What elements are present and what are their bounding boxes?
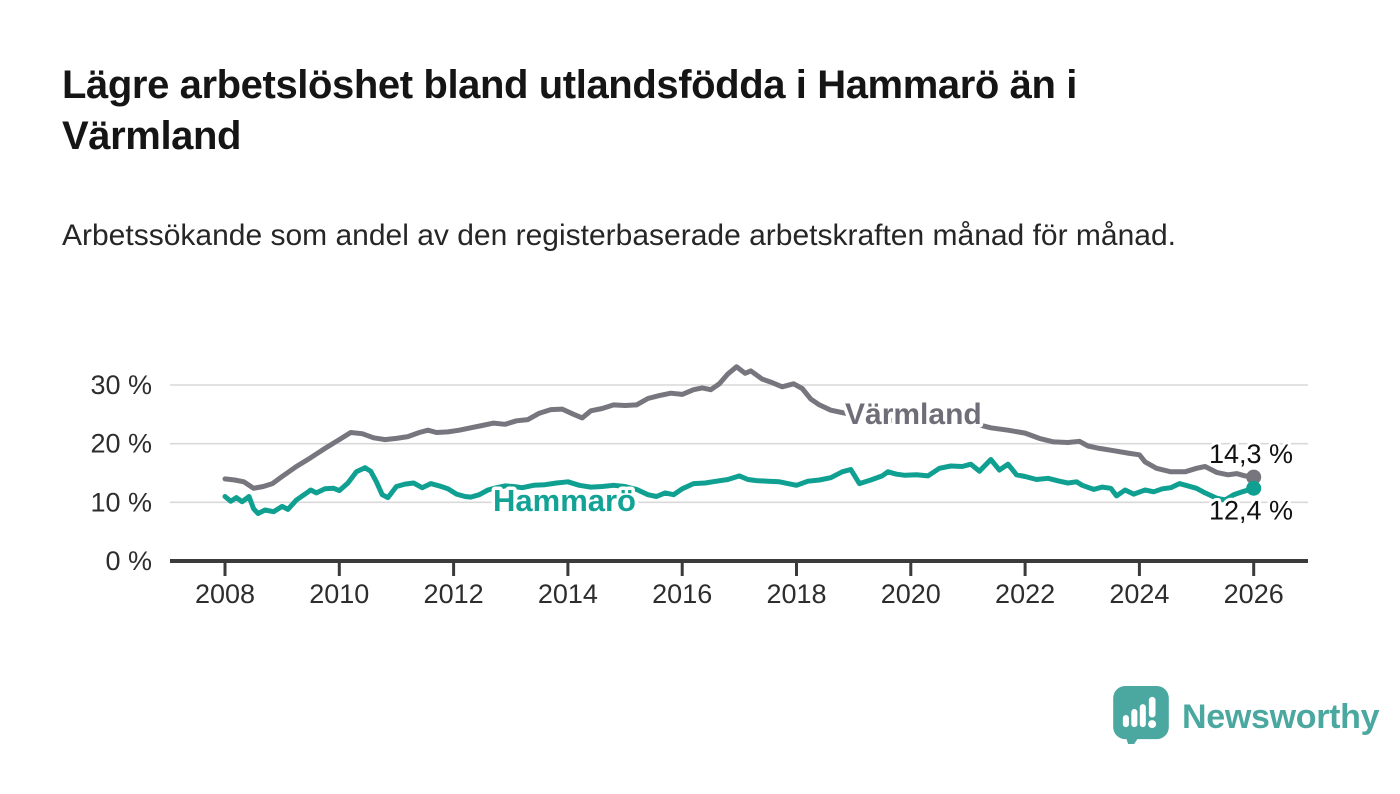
x-axis-tick-label: 2016 xyxy=(652,579,712,609)
page-title: Lägre arbetslöshet bland utlandsfödda i … xyxy=(62,63,1077,158)
bar-medium-icon xyxy=(1131,708,1138,728)
exclamation-bar-icon xyxy=(1148,696,1156,718)
y-axis-tick-label: 30 % xyxy=(90,370,152,400)
x-axis-tick-label: 2012 xyxy=(424,579,484,609)
bar-large-icon xyxy=(1139,704,1146,728)
x-axis-tick-label: 2022 xyxy=(995,579,1055,609)
x-axis-tick-label: 2008 xyxy=(195,579,255,609)
end-value-label-hammaro: 12,4 % xyxy=(1209,495,1293,525)
y-axis-tick-label: 20 % xyxy=(90,429,152,459)
x-axis-tick-label: 2020 xyxy=(881,579,941,609)
newsworthy-logo-icon xyxy=(1113,686,1169,751)
x-axis-tick-label: 2010 xyxy=(309,579,369,609)
brand-footer: Newsworthy xyxy=(1113,686,1380,751)
series-line-hammaro xyxy=(222,457,1257,516)
x-axis-tick-label: 2018 xyxy=(766,579,826,609)
brand-name: Newsworthy xyxy=(1182,698,1380,736)
series-label-hammaro: Hammarö xyxy=(493,483,636,518)
series-line-varmland xyxy=(222,364,1257,491)
end-dot-varmland xyxy=(1246,469,1262,485)
series-label-varmland: Värmland xyxy=(845,398,982,431)
chart-subtitle: Arbetssökande som andel av den registerb… xyxy=(62,219,1176,252)
y-axis-tick-label: 0 % xyxy=(105,546,152,576)
x-axis-tick-label: 2024 xyxy=(1109,579,1169,609)
end-dot-hammaro xyxy=(1246,480,1262,496)
end-value-label-varmland: 14,3 % xyxy=(1209,439,1293,469)
bar-small-icon xyxy=(1122,715,1129,728)
exclamation-dot-icon xyxy=(1148,720,1157,729)
y-axis-tick-label: 10 % xyxy=(90,487,152,517)
x-axis-tick-label: 2026 xyxy=(1224,579,1284,609)
x-axis-tick-label: 2014 xyxy=(538,579,598,609)
